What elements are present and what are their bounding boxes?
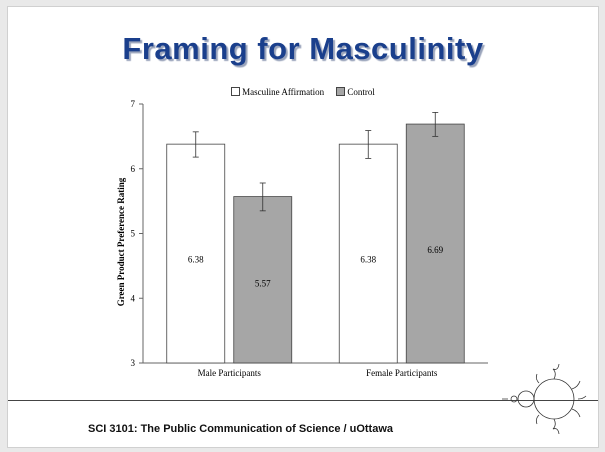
legend-label-control: Control	[347, 87, 375, 97]
x-category-label: Male Participants	[198, 368, 262, 378]
data-label: 6.69	[427, 245, 443, 255]
y-tick-label: 4	[131, 293, 136, 303]
bar-chart: 3 4 5 6 7 Male Participants Female Participant…	[116, 99, 488, 378]
data-label: 6.38	[188, 254, 204, 264]
legend-swatch-control	[336, 87, 346, 96]
y-tick-label: 5	[131, 229, 136, 239]
x-category-label: Female Participants	[366, 368, 438, 378]
bar-masculine	[166, 143, 226, 364]
data-label: 6.38	[360, 254, 376, 264]
legend-swatch-masculine	[231, 87, 241, 96]
bar-masculine	[338, 143, 398, 364]
y-tick-label: 6	[131, 164, 136, 174]
footer-divider	[8, 400, 598, 401]
legend-item-masculine: Masculine Affirmation	[231, 87, 324, 97]
data-label: 5.57	[255, 278, 271, 288]
mandelbrot-fractal-icon	[502, 363, 587, 435]
slide-title: Framing for Masculinity	[122, 31, 484, 66]
chart-legend: Masculine Affirmation Control	[8, 87, 598, 97]
slide-footer: SCI 3101: The Public Communication of Sc…	[88, 423, 394, 435]
legend-item-control: Control	[336, 87, 375, 97]
legend-label-masculine: Masculine Affirmation	[242, 87, 325, 97]
bar-control	[233, 196, 293, 364]
y-axis-label: Green Product Preference Rating	[116, 177, 126, 306]
slide: Framing for Masculinity Masculine Affirm…	[7, 6, 599, 448]
bar-control	[405, 123, 465, 364]
y-tick-label: 7	[131, 99, 136, 109]
y-tick-label: 3	[131, 358, 136, 368]
